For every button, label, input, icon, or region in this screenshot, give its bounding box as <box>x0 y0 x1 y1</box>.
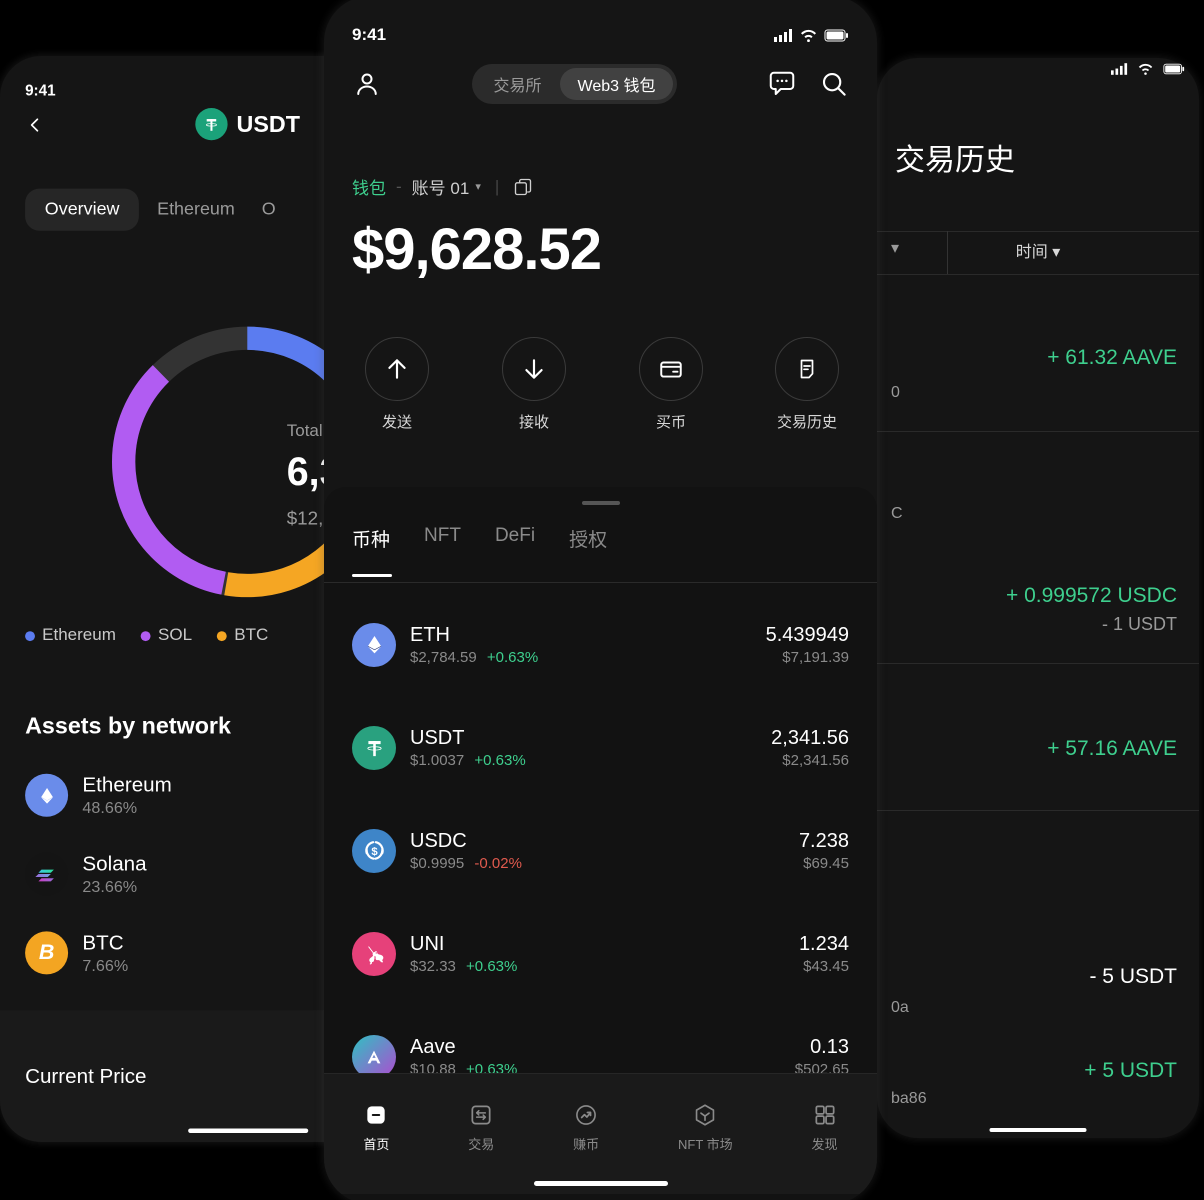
svg-text:$: $ <box>371 846 378 858</box>
